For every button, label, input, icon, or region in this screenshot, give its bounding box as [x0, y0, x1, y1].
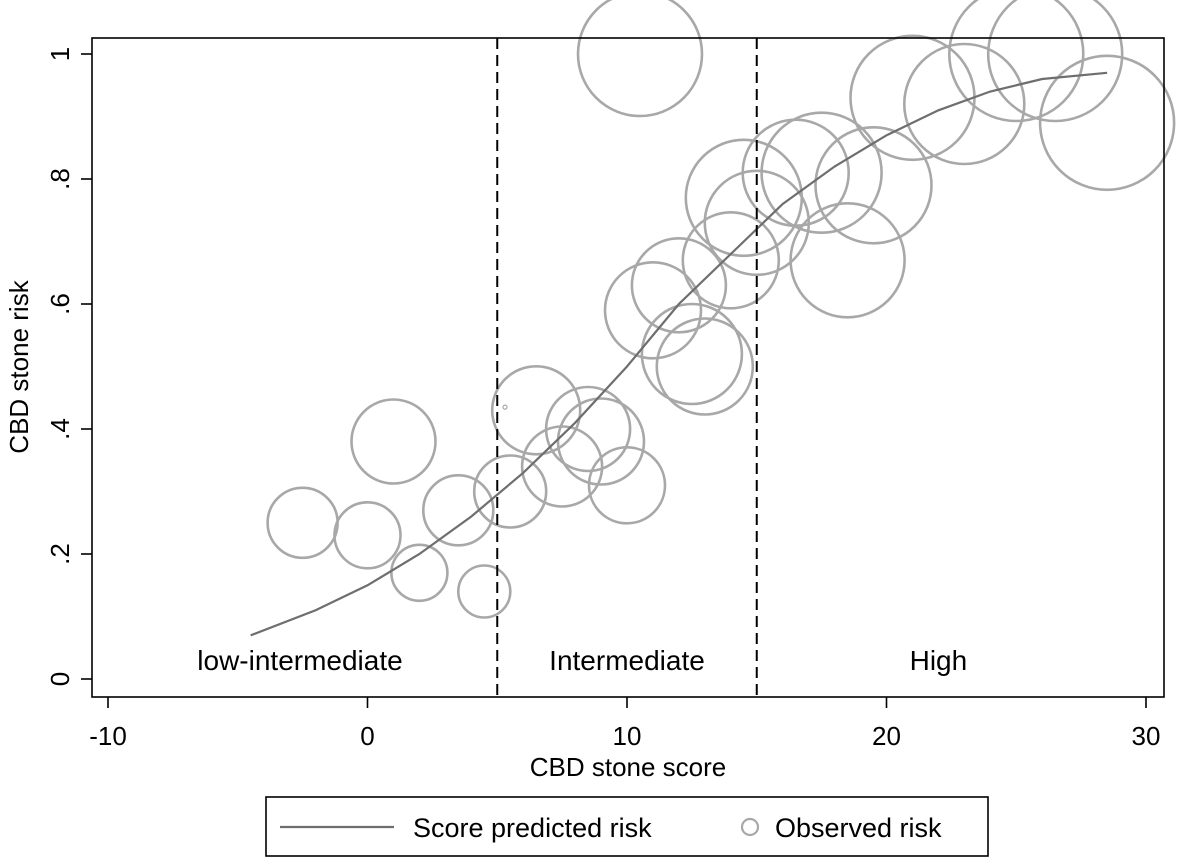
legend-label-observed: Observed risk [775, 813, 942, 843]
plot-area: low-intermediate Intermediate High [197, 0, 1176, 697]
y-tick-label: 0 [45, 672, 75, 686]
plot-frame [91, 37, 1165, 698]
observed-risk-point [703, 169, 811, 277]
x-tick-label: 20 [872, 721, 901, 751]
observed-risk-point [789, 201, 906, 319]
observed-risk-point [390, 543, 449, 603]
observed-risk-point [333, 500, 402, 570]
observed-risk-point [266, 486, 339, 560]
y-tick-label: 1 [45, 47, 75, 61]
observed-risk-point [948, 0, 1085, 123]
observed-risk-point [544, 385, 632, 473]
observed-risk-point [814, 126, 933, 245]
x-tick-label: -10 [89, 721, 127, 751]
y-tick-label: .6 [45, 293, 75, 315]
observed-risk-point [640, 302, 744, 406]
axes: -10 0 10 20 30 0 .2 .4 .6 .8 1 [45, 47, 1160, 751]
observed-risk-point [421, 473, 495, 547]
region-label: Intermediate [549, 645, 705, 676]
predicted-risk-line [250, 71, 1108, 637]
observed-risk-point [760, 111, 883, 234]
y-tick-label: .4 [45, 418, 75, 440]
legend-label-predicted: Score predicted risk [413, 813, 652, 843]
x-tick-label: 0 [360, 721, 374, 751]
observed-risk-point [520, 425, 604, 508]
observed-risk-point [556, 397, 646, 486]
x-tick-label: 10 [613, 721, 642, 751]
observed-risk-point [986, 0, 1124, 123]
observed-risk-point [587, 445, 667, 525]
observed-risk-point [502, 404, 508, 410]
observed-risk-point [576, 0, 704, 118]
region-label: High [910, 645, 968, 676]
observed-risk-point [490, 364, 582, 456]
observed-risk-point [681, 210, 781, 310]
observed-risk-point [1038, 54, 1176, 192]
observed-risk-point [655, 317, 755, 416]
observed-risk-point [456, 564, 512, 619]
observed-risk-point [630, 236, 728, 334]
y-tick-label: .2 [45, 543, 75, 565]
legend: Score predicted risk Observed risk [265, 796, 989, 857]
x-tick-label: 30 [1132, 721, 1161, 751]
x-axis-title: CBD stone score [530, 752, 727, 782]
region-label: low-intermediate [197, 645, 402, 676]
observed-risk-point [350, 398, 437, 485]
y-tick-label: .8 [45, 168, 75, 190]
y-axis-title: CBD stone risk [4, 279, 34, 453]
observed-risk-point [603, 260, 703, 360]
observed-risk-point [902, 42, 1026, 166]
legend-circle-swatch [740, 817, 760, 837]
observed-risk-point [472, 454, 548, 529]
